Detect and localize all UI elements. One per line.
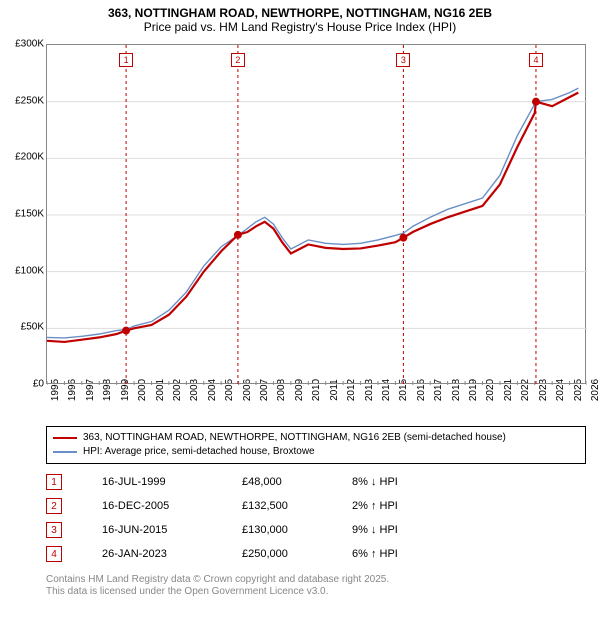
y-tick-label: £250K bbox=[15, 95, 44, 106]
y-tick-label: £300K bbox=[15, 39, 44, 50]
footer-line2: This data is licensed under the Open Gov… bbox=[46, 586, 389, 598]
sale-annotation-marker: 3 bbox=[396, 53, 410, 67]
footer-line1: Contains HM Land Registry data © Crown c… bbox=[46, 574, 389, 586]
sales-row: 4 26-JAN-2023£250,0006% ↑ HPI bbox=[46, 542, 472, 566]
y-tick-label: £100K bbox=[15, 265, 44, 276]
title-block: 363, NOTTINGHAM ROAD, NEWTHORPE, NOTTING… bbox=[0, 0, 600, 36]
y-tick-label: £50K bbox=[21, 322, 44, 333]
x-tick-label: 2026 bbox=[590, 379, 600, 401]
footer: Contains HM Land Registry data © Crown c… bbox=[46, 574, 389, 598]
sale-marker-box: 3 bbox=[46, 522, 62, 538]
sales-table: 116-JUL-1999£48,0008% ↓ HPI216-DEC-2005£… bbox=[46, 470, 472, 566]
y-tick-label: £200K bbox=[15, 152, 44, 163]
chart-container: 363, NOTTINGHAM ROAD, NEWTHORPE, NOTTING… bbox=[0, 0, 600, 620]
sale-price: £250,000 bbox=[242, 548, 352, 560]
plot-area: 1 2 3 4 bbox=[46, 44, 586, 384]
sale-date: 16-JUL-1999 bbox=[102, 476, 242, 488]
sales-row: 2 16-DEC-2005£132,5002% ↑ HPI bbox=[46, 494, 472, 518]
sale-annotation-marker: 2 bbox=[231, 53, 245, 67]
title-address: 363, NOTTINGHAM ROAD, NEWTHORPE, NOTTING… bbox=[10, 6, 590, 20]
sale-price: £48,000 bbox=[242, 476, 352, 488]
legend-swatch bbox=[53, 437, 77, 439]
sale-delta: 8% ↓ HPI bbox=[352, 476, 472, 488]
title-subtitle: Price paid vs. HM Land Registry's House … bbox=[10, 20, 590, 34]
sale-annotation-marker: 1 bbox=[119, 53, 133, 67]
sale-delta: 6% ↑ HPI bbox=[352, 548, 472, 560]
sale-delta: 9% ↓ HPI bbox=[352, 524, 472, 536]
sale-date: 16-JUN-2015 bbox=[102, 524, 242, 536]
sale-marker-box: 4 bbox=[46, 546, 62, 562]
legend-item: 363, NOTTINGHAM ROAD, NEWTHORPE, NOTTING… bbox=[53, 431, 579, 445]
y-tick-label: £0 bbox=[33, 379, 44, 390]
legend-swatch bbox=[53, 451, 77, 452]
legend: 363, NOTTINGHAM ROAD, NEWTHORPE, NOTTING… bbox=[46, 426, 586, 464]
sale-date: 16-DEC-2005 bbox=[102, 500, 242, 512]
legend-label: 363, NOTTINGHAM ROAD, NEWTHORPE, NOTTING… bbox=[83, 431, 506, 445]
sale-price: £130,000 bbox=[242, 524, 352, 536]
legend-label: HPI: Average price, semi-detached house,… bbox=[83, 445, 315, 459]
sale-date: 26-JAN-2023 bbox=[102, 548, 242, 560]
plot-svg bbox=[47, 45, 587, 385]
sale-annotation-marker: 4 bbox=[529, 53, 543, 67]
sale-marker-box: 2 bbox=[46, 498, 62, 514]
legend-item: HPI: Average price, semi-detached house,… bbox=[53, 445, 579, 459]
sales-row: 3 16-JUN-2015£130,0009% ↓ HPI bbox=[46, 518, 472, 542]
sale-price: £132,500 bbox=[242, 500, 352, 512]
y-tick-label: £150K bbox=[15, 209, 44, 220]
sale-delta: 2% ↑ HPI bbox=[352, 500, 472, 512]
sales-row: 1 16-JUL-1999£48,0008% ↓ HPI bbox=[46, 470, 472, 494]
sale-marker-box: 1 bbox=[46, 474, 62, 490]
